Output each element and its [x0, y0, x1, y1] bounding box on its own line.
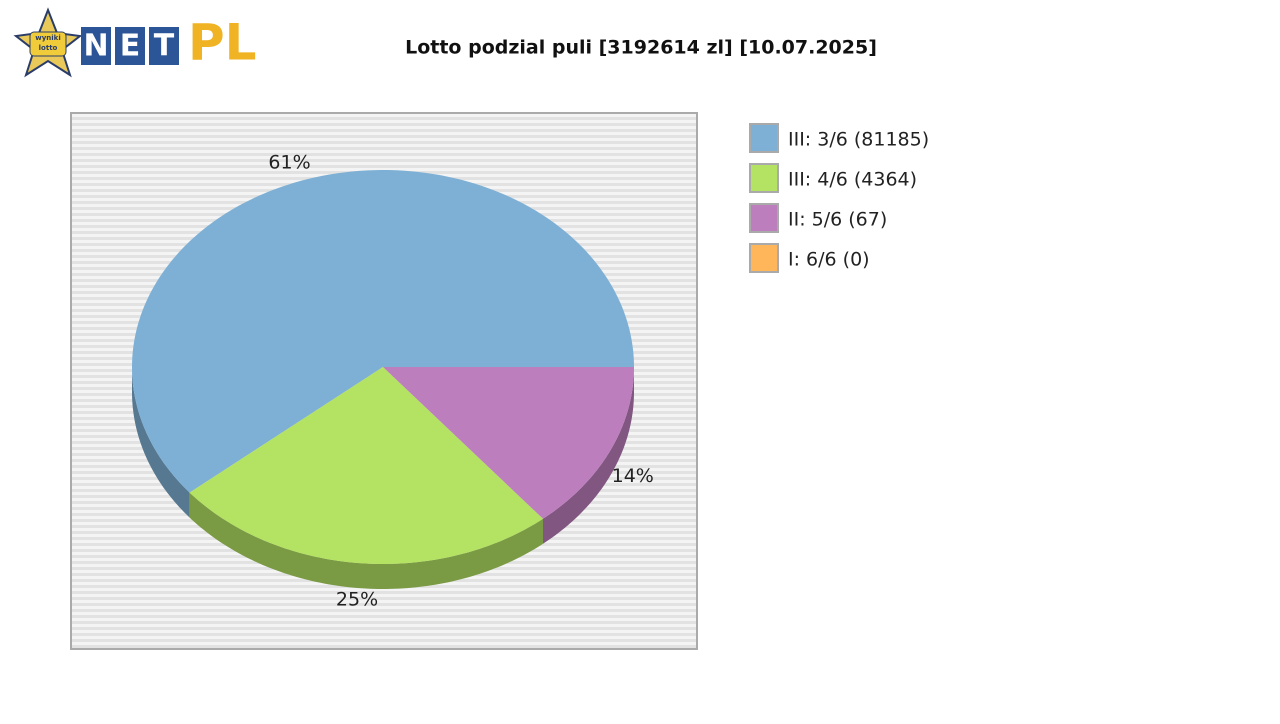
logo-box: [81, 27, 111, 65]
legend-label: III: 3/6 (81185): [788, 129, 929, 151]
logo-letter: N: [83, 29, 108, 64]
pie-slice: [132, 170, 634, 493]
data-label: 61%: [268, 151, 310, 173]
pie-side: [542, 367, 634, 544]
logo-letter: T: [154, 29, 175, 64]
data-label: 25%: [336, 589, 378, 611]
pie-slice: [383, 367, 634, 519]
data-label: 14%: [612, 465, 654, 487]
logo-badge-text: wyniki: [35, 34, 60, 42]
logo-badge: [29, 31, 67, 57]
legend-swatch: [749, 203, 779, 233]
logo-suffix: PL: [188, 14, 257, 72]
pie-side: [189, 492, 543, 589]
legend-swatch: [749, 123, 779, 153]
logo-box: [149, 27, 179, 65]
pie-slice: [189, 367, 543, 564]
legend-label: III: 4/6 (4364): [788, 169, 917, 191]
legend-label: I: 6/6 (0): [788, 249, 870, 271]
legend-swatch: [749, 163, 779, 193]
logo-badge-text: lotto: [39, 44, 58, 52]
legend-swatch: [749, 243, 779, 273]
logo-letter: E: [120, 29, 141, 64]
logo: wyniki lotto N E T PL: [13, 7, 257, 78]
chart-title: Lotto podzial puli [3192614 zl] [10.07.2…: [405, 37, 877, 59]
pie-side: [132, 367, 190, 518]
logo-box: [115, 27, 145, 65]
legend-label: II: 5/6 (67): [788, 209, 887, 231]
